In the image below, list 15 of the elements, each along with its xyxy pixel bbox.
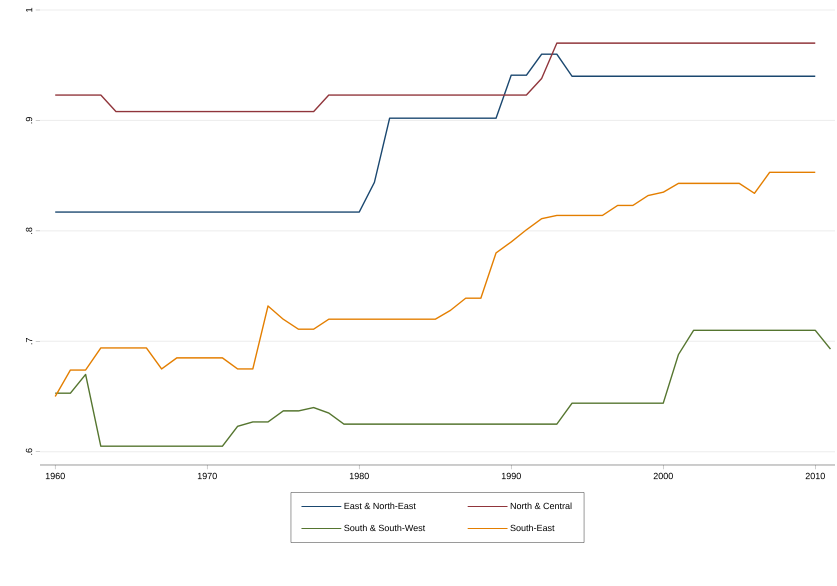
x-tick-label: 1990: [502, 472, 521, 480]
y-tick-label: .7: [26, 338, 32, 344]
y-tick-label: .6: [26, 448, 32, 455]
y-tick-label: 1: [26, 8, 32, 12]
x-tick-label: 1980: [350, 472, 369, 480]
legend-label: South-East: [510, 524, 554, 532]
y-tick-label: .9: [26, 117, 32, 124]
x-tick-label: 1960: [46, 472, 65, 480]
x-tick-label: 1970: [198, 472, 217, 480]
legend-label: East & North-East: [344, 502, 416, 510]
x-tick-label: 2000: [654, 472, 673, 480]
y-tick-label: .8: [26, 228, 32, 234]
legend-label: South & South-West: [344, 524, 426, 532]
x-tick-label: 2010: [806, 472, 825, 480]
legend-label: North & Central: [510, 502, 572, 510]
